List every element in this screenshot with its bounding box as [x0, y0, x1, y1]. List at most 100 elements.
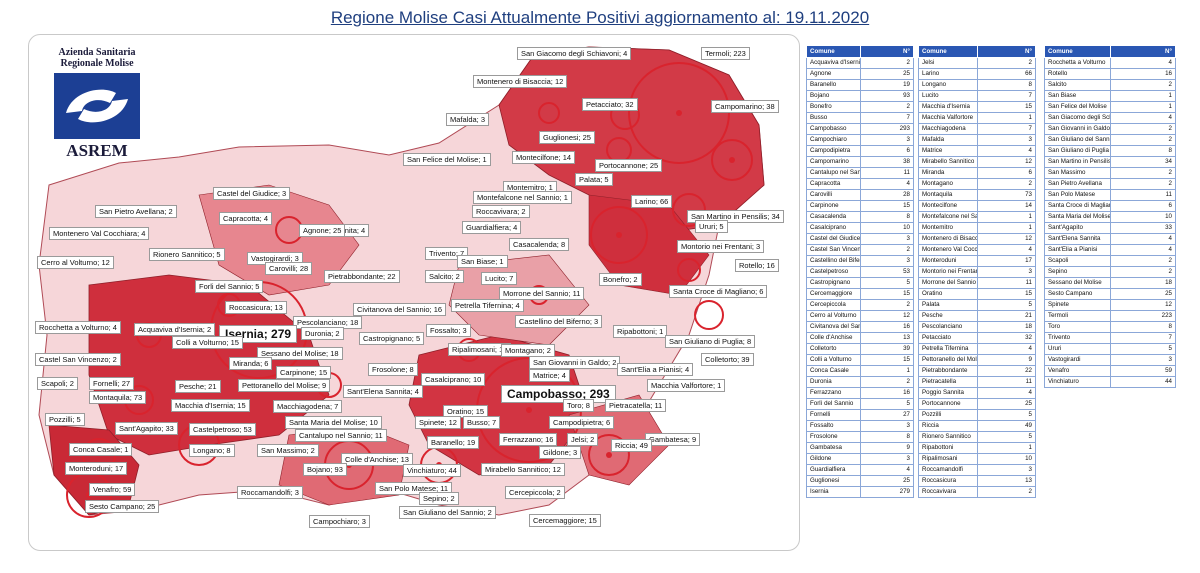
comune-cell: Matrice: [918, 145, 978, 157]
comune-cell: Campomarino: [806, 156, 861, 168]
map-label: Mafalda; 3: [446, 113, 490, 126]
count-cell: 4: [976, 244, 1036, 256]
count-cell: 6: [976, 167, 1036, 179]
map-label: San Giovanni in Galdo; 2: [529, 356, 621, 369]
comune-cell: San Giuliano del Sannio: [1044, 134, 1111, 146]
map-label: Sesto Campano; 25: [85, 500, 160, 513]
comune-cell: Roccavivara: [918, 486, 978, 498]
table-row: San Felice del Molise 1: [1044, 101, 1176, 113]
table-row: Agnone 25: [806, 68, 914, 80]
table-row: Campobasso 293: [806, 123, 914, 135]
map-label: Ripalimosani; 10: [448, 343, 512, 356]
table-row: Sesto Campano 25: [1044, 288, 1176, 300]
table-row: Cercepiccola 2: [806, 299, 914, 311]
comune-cell: Sant'Elia a Pianisi: [1044, 244, 1111, 256]
asrem-logo: Azienda Sanitaria Regionale Molise ASREM: [37, 47, 157, 161]
count-cell: 4: [1109, 233, 1176, 245]
map-label: Longano; 8: [189, 444, 235, 457]
map-label: Montenero di Bisaccia; 12: [473, 75, 568, 88]
count-cell: 34: [1109, 156, 1176, 168]
comune-cell: Capracotta: [806, 178, 861, 190]
map-label: San Giuliano del Sannio; 2: [399, 506, 496, 519]
map-label: Duronia; 2: [301, 327, 344, 340]
table-row: Venafro 59: [1044, 365, 1176, 377]
table-row: Civitanova del Sannio16: [806, 321, 914, 333]
map-label: Castellino del Biferno; 3: [515, 315, 603, 328]
table-row: San Giovanni in Galdo 2: [1044, 123, 1176, 135]
table-row: Trivento 7: [1044, 332, 1176, 344]
map-label: Petrella Tifernina; 4: [451, 299, 524, 312]
map-label: Montagano; 2: [501, 344, 555, 357]
count-cell: 25: [859, 68, 914, 80]
table-row: Palata 5: [918, 299, 1036, 311]
count-cell: 5: [976, 431, 1036, 443]
comune-cell: Ripabottoni: [918, 442, 978, 454]
count-cell: 2: [976, 57, 1036, 69]
cases-table-1: Comune N° Acquaviva d'Isernia 2 Agnone 25 Ba…: [806, 45, 914, 498]
count-cell: 44: [1109, 376, 1176, 388]
count-cell: 73: [976, 189, 1036, 201]
map-label: Baranello; 19: [427, 436, 480, 449]
count-cell: 6: [1109, 200, 1176, 212]
comune-cell: Rocchetta a Volturno: [1044, 57, 1111, 69]
table-row: Castropignano 5: [806, 277, 914, 289]
table-row: Forlì del Sannio 5: [806, 398, 914, 410]
comune-cell: Roccasicura: [918, 475, 978, 487]
table-row: Termoli 223: [1044, 310, 1176, 322]
table-row: Larino 66: [918, 68, 1036, 80]
map-label: Jelsi; 2: [567, 433, 599, 446]
map-label: Cercepiccola; 2: [505, 486, 565, 499]
table-row: Castellino del Biferno3: [806, 255, 914, 267]
map-label: Macchia Valfortore; 1: [647, 379, 726, 392]
count-cell: 8: [1109, 145, 1176, 157]
map-label: Civitanova del Sannio; 16: [353, 303, 447, 316]
column-header-count: N°: [976, 45, 1036, 58]
comune-cell: Bonefro: [806, 101, 861, 113]
count-cell: 7: [859, 112, 914, 124]
map-label: Sant'Elena Sannita; 4: [343, 385, 423, 398]
map-label: Monteroduni; 17: [65, 462, 128, 475]
comune-cell: Baranello: [806, 79, 861, 91]
map-label: Larino; 66: [631, 195, 673, 208]
table-row: Poggio Sannita 4: [918, 387, 1036, 399]
comune-cell: Montorio nei Frentani: [918, 266, 978, 278]
count-cell: 12: [1109, 299, 1176, 311]
comune-cell: Vastogirardi: [1044, 354, 1111, 366]
count-cell: 3: [859, 134, 914, 146]
count-cell: 9: [859, 442, 914, 454]
comune-cell: Fornelli: [806, 409, 861, 421]
map-label: Casacalenda; 8: [509, 238, 570, 251]
comune-cell: Frosolone: [806, 431, 861, 443]
table-row: Castel San Vincenzo2: [806, 244, 914, 256]
comune-cell: Jelsi: [918, 57, 978, 69]
table-row: Colletorto 39: [806, 343, 914, 355]
comune-cell: Trivento: [1044, 332, 1111, 344]
count-cell: 223: [1109, 310, 1176, 322]
map-label: Scapoli; 2: [37, 377, 78, 390]
map-label: Cercemaggiore; 15: [529, 514, 601, 527]
table-row: Montemitro 1: [918, 222, 1036, 234]
count-cell: 21: [976, 310, 1036, 322]
count-cell: 7: [976, 90, 1036, 102]
table-row: Toro 8: [1044, 321, 1176, 333]
count-cell: 4: [1109, 244, 1176, 256]
count-cell: 93: [859, 90, 914, 102]
count-cell: 2: [976, 178, 1036, 190]
table-row: Scapoli 2: [1044, 255, 1176, 267]
count-cell: 7: [976, 123, 1036, 135]
comune-cell: Poggio Sannita: [918, 387, 978, 399]
count-cell: 3: [976, 266, 1036, 278]
count-cell: 28: [859, 189, 914, 201]
table-row: Macchiagodena 7: [918, 123, 1036, 135]
map-label: Roccasicura; 13: [225, 301, 287, 314]
count-cell: 15: [859, 288, 914, 300]
map-label: Gildone; 3: [539, 446, 582, 459]
comune-cell: Colletorto: [806, 343, 861, 355]
comune-cell: Civitanova del Sannio: [806, 321, 861, 333]
table-row: Frosolone 8: [806, 431, 914, 443]
count-cell: 13: [859, 332, 914, 344]
map-label: Castelpetroso; 53: [189, 423, 256, 436]
table-row: Colli a Volturno 15: [806, 354, 914, 366]
count-cell: 15: [859, 354, 914, 366]
table-row: Sant'Elena Sannita 4: [1044, 233, 1176, 245]
